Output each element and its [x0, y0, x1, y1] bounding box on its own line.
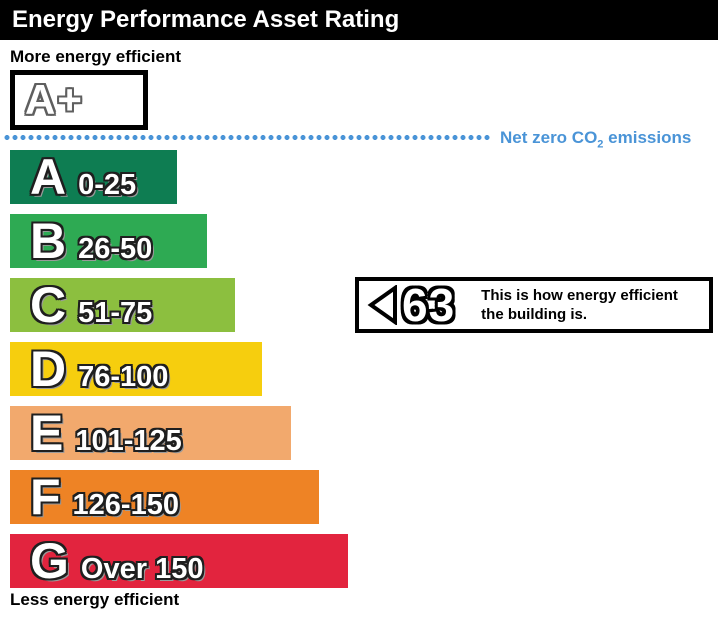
a-plus-band: A+ [10, 70, 148, 130]
a-plus-label: A+ [25, 76, 84, 123]
band-A: A 0-25 [10, 150, 177, 204]
net-zero-label: Net zero CO2 emissions [500, 128, 691, 150]
band-letter: F [30, 469, 61, 525]
band-range: Over 150 [80, 553, 204, 585]
rating-value: 63 [402, 279, 456, 331]
rating-description-line1: This is how energy efficient [481, 287, 678, 304]
band-letter: E [30, 405, 64, 461]
band-B: B 26-50 [10, 214, 207, 268]
band-letter: C [30, 277, 67, 333]
rating-description-line2: the building is. [481, 306, 587, 323]
band-C: C 51-75 [10, 278, 235, 332]
band-letter: A [30, 149, 67, 205]
band-F: F 126-150 [10, 470, 319, 524]
band-range: 26-50 [78, 233, 153, 265]
chart-title-bar: Energy Performance Asset Rating [0, 0, 718, 40]
net-zero-dotted-line [3, 134, 492, 141]
band-range: 51-75 [78, 297, 153, 329]
band-range: 101-125 [75, 425, 182, 457]
less-efficient-label: Less energy efficient [10, 590, 180, 609]
band-range: 0-25 [78, 169, 137, 201]
band-range: 126-150 [72, 489, 179, 521]
net-zero-text-suffix: emissions [603, 128, 692, 147]
band-E: E 101-125 [10, 406, 291, 460]
chart-title: Energy Performance Asset Rating [12, 6, 400, 33]
band-D: D 76-100 [10, 342, 262, 396]
more-efficient-label: More energy efficient [10, 47, 181, 66]
band-range: 76-100 [78, 361, 169, 393]
arrow-left-icon [367, 285, 397, 325]
band-letter: G [30, 533, 69, 589]
band-letter: B [30, 213, 67, 269]
rating-description: This is how energy efficient the buildin… [481, 286, 678, 324]
rating-indicator: 63 This is how energy efficient the buil… [355, 277, 713, 333]
band-G: G Over 150 [10, 534, 348, 588]
net-zero-text-prefix: Net zero CO [500, 128, 598, 147]
net-zero-subscript: 2 [597, 138, 604, 151]
band-letter: D [30, 341, 67, 397]
